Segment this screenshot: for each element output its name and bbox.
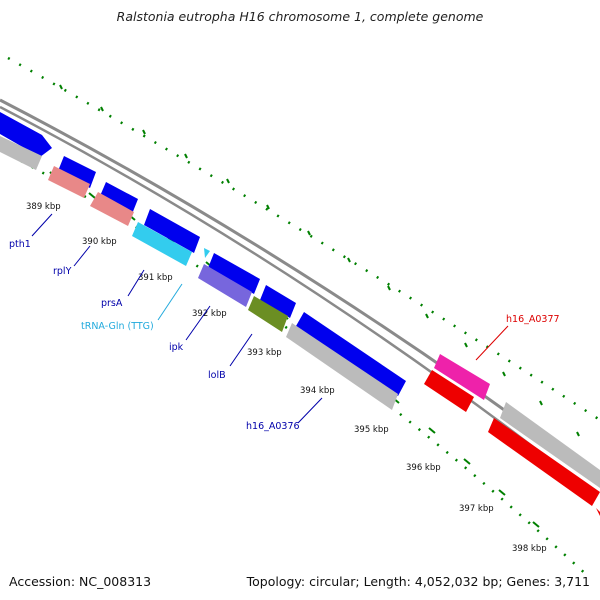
cds-h16-A0377[interactable] <box>434 354 490 400</box>
reverse-features <box>0 136 398 410</box>
cds-rrna-1[interactable] <box>48 166 90 198</box>
kbp-labels: 389 kbp 390 kbp 391 kbp 392 kbp 393 kbp … <box>26 202 547 554</box>
gene-label-group: pth1 rplY prsA tRNA-Gln (TTG) ipk lolB h… <box>9 239 560 432</box>
cds-lolB[interactable] <box>248 296 288 332</box>
cds-forward-4[interactable] <box>144 209 200 253</box>
genome-summary: Topology: circular; Length: 4,052,032 bp… <box>246 574 590 589</box>
right-features <box>424 354 600 516</box>
kbp-label: 396 kbp <box>406 463 441 473</box>
trna-gln[interactable] <box>132 222 192 266</box>
inner-major-ticks <box>49 171 540 528</box>
kbp-label: 392 kbp <box>192 309 227 319</box>
gene-label-rplY[interactable]: rplY <box>53 266 72 277</box>
outer-major-ticks <box>59 84 580 437</box>
cds-forward-3[interactable] <box>100 182 138 214</box>
cds-forward-1[interactable] <box>0 112 52 157</box>
kbp-label: 398 kbp <box>512 544 547 554</box>
kbp-label: 394 kbp <box>300 386 335 396</box>
cds-forward-7[interactable] <box>296 312 406 396</box>
gene-label-h16-A0377[interactable]: h16_A0377 <box>506 314 560 325</box>
forward-features <box>0 112 406 396</box>
cds-ipk[interactable] <box>198 264 252 307</box>
gene-label-ipk[interactable]: ipk <box>169 342 184 353</box>
cds-red-2[interactable] <box>488 418 600 506</box>
kbp-label: 390 kbp <box>82 237 117 247</box>
kbp-label: 389 kbp <box>26 202 61 212</box>
gene-label-pth1[interactable]: pth1 <box>9 239 31 250</box>
cds-forward-5[interactable] <box>208 253 260 294</box>
cds-forward-6[interactable] <box>260 285 296 318</box>
gene-label-trna-gln[interactable]: tRNA-Gln (TTG) <box>81 321 154 332</box>
kbp-label: 391 kbp <box>138 273 173 283</box>
gene-leaders <box>31 213 509 424</box>
kbp-label: 393 kbp <box>247 348 282 358</box>
outer-tick-ring <box>7 56 600 422</box>
kbp-label: 395 kbp <box>354 425 389 435</box>
gene-label-h16-A0376[interactable]: h16_A0376 <box>246 421 300 432</box>
cds-red-1[interactable] <box>424 370 474 412</box>
gene-label-lolB[interactable]: lolB <box>208 370 226 381</box>
gene-label-prsA[interactable]: prsA <box>101 298 123 309</box>
cds-reverse-1[interactable] <box>0 136 42 170</box>
accession-label: Accession: NC_008313 <box>9 574 152 589</box>
map-title: Ralstonia eutropha H16 chromosome 1, com… <box>116 9 484 24</box>
cds-reverse-right[interactable] <box>500 402 600 488</box>
inner-tick-ring <box>0 148 591 579</box>
cds-rrna-2[interactable] <box>90 192 134 226</box>
cds-red-3[interactable] <box>596 508 600 516</box>
cds-h16-A0376[interactable] <box>286 323 398 410</box>
cds-small-cyan[interactable] <box>204 248 210 258</box>
kbp-label: 397 kbp <box>459 504 494 514</box>
cds-forward-2[interactable] <box>58 156 96 188</box>
